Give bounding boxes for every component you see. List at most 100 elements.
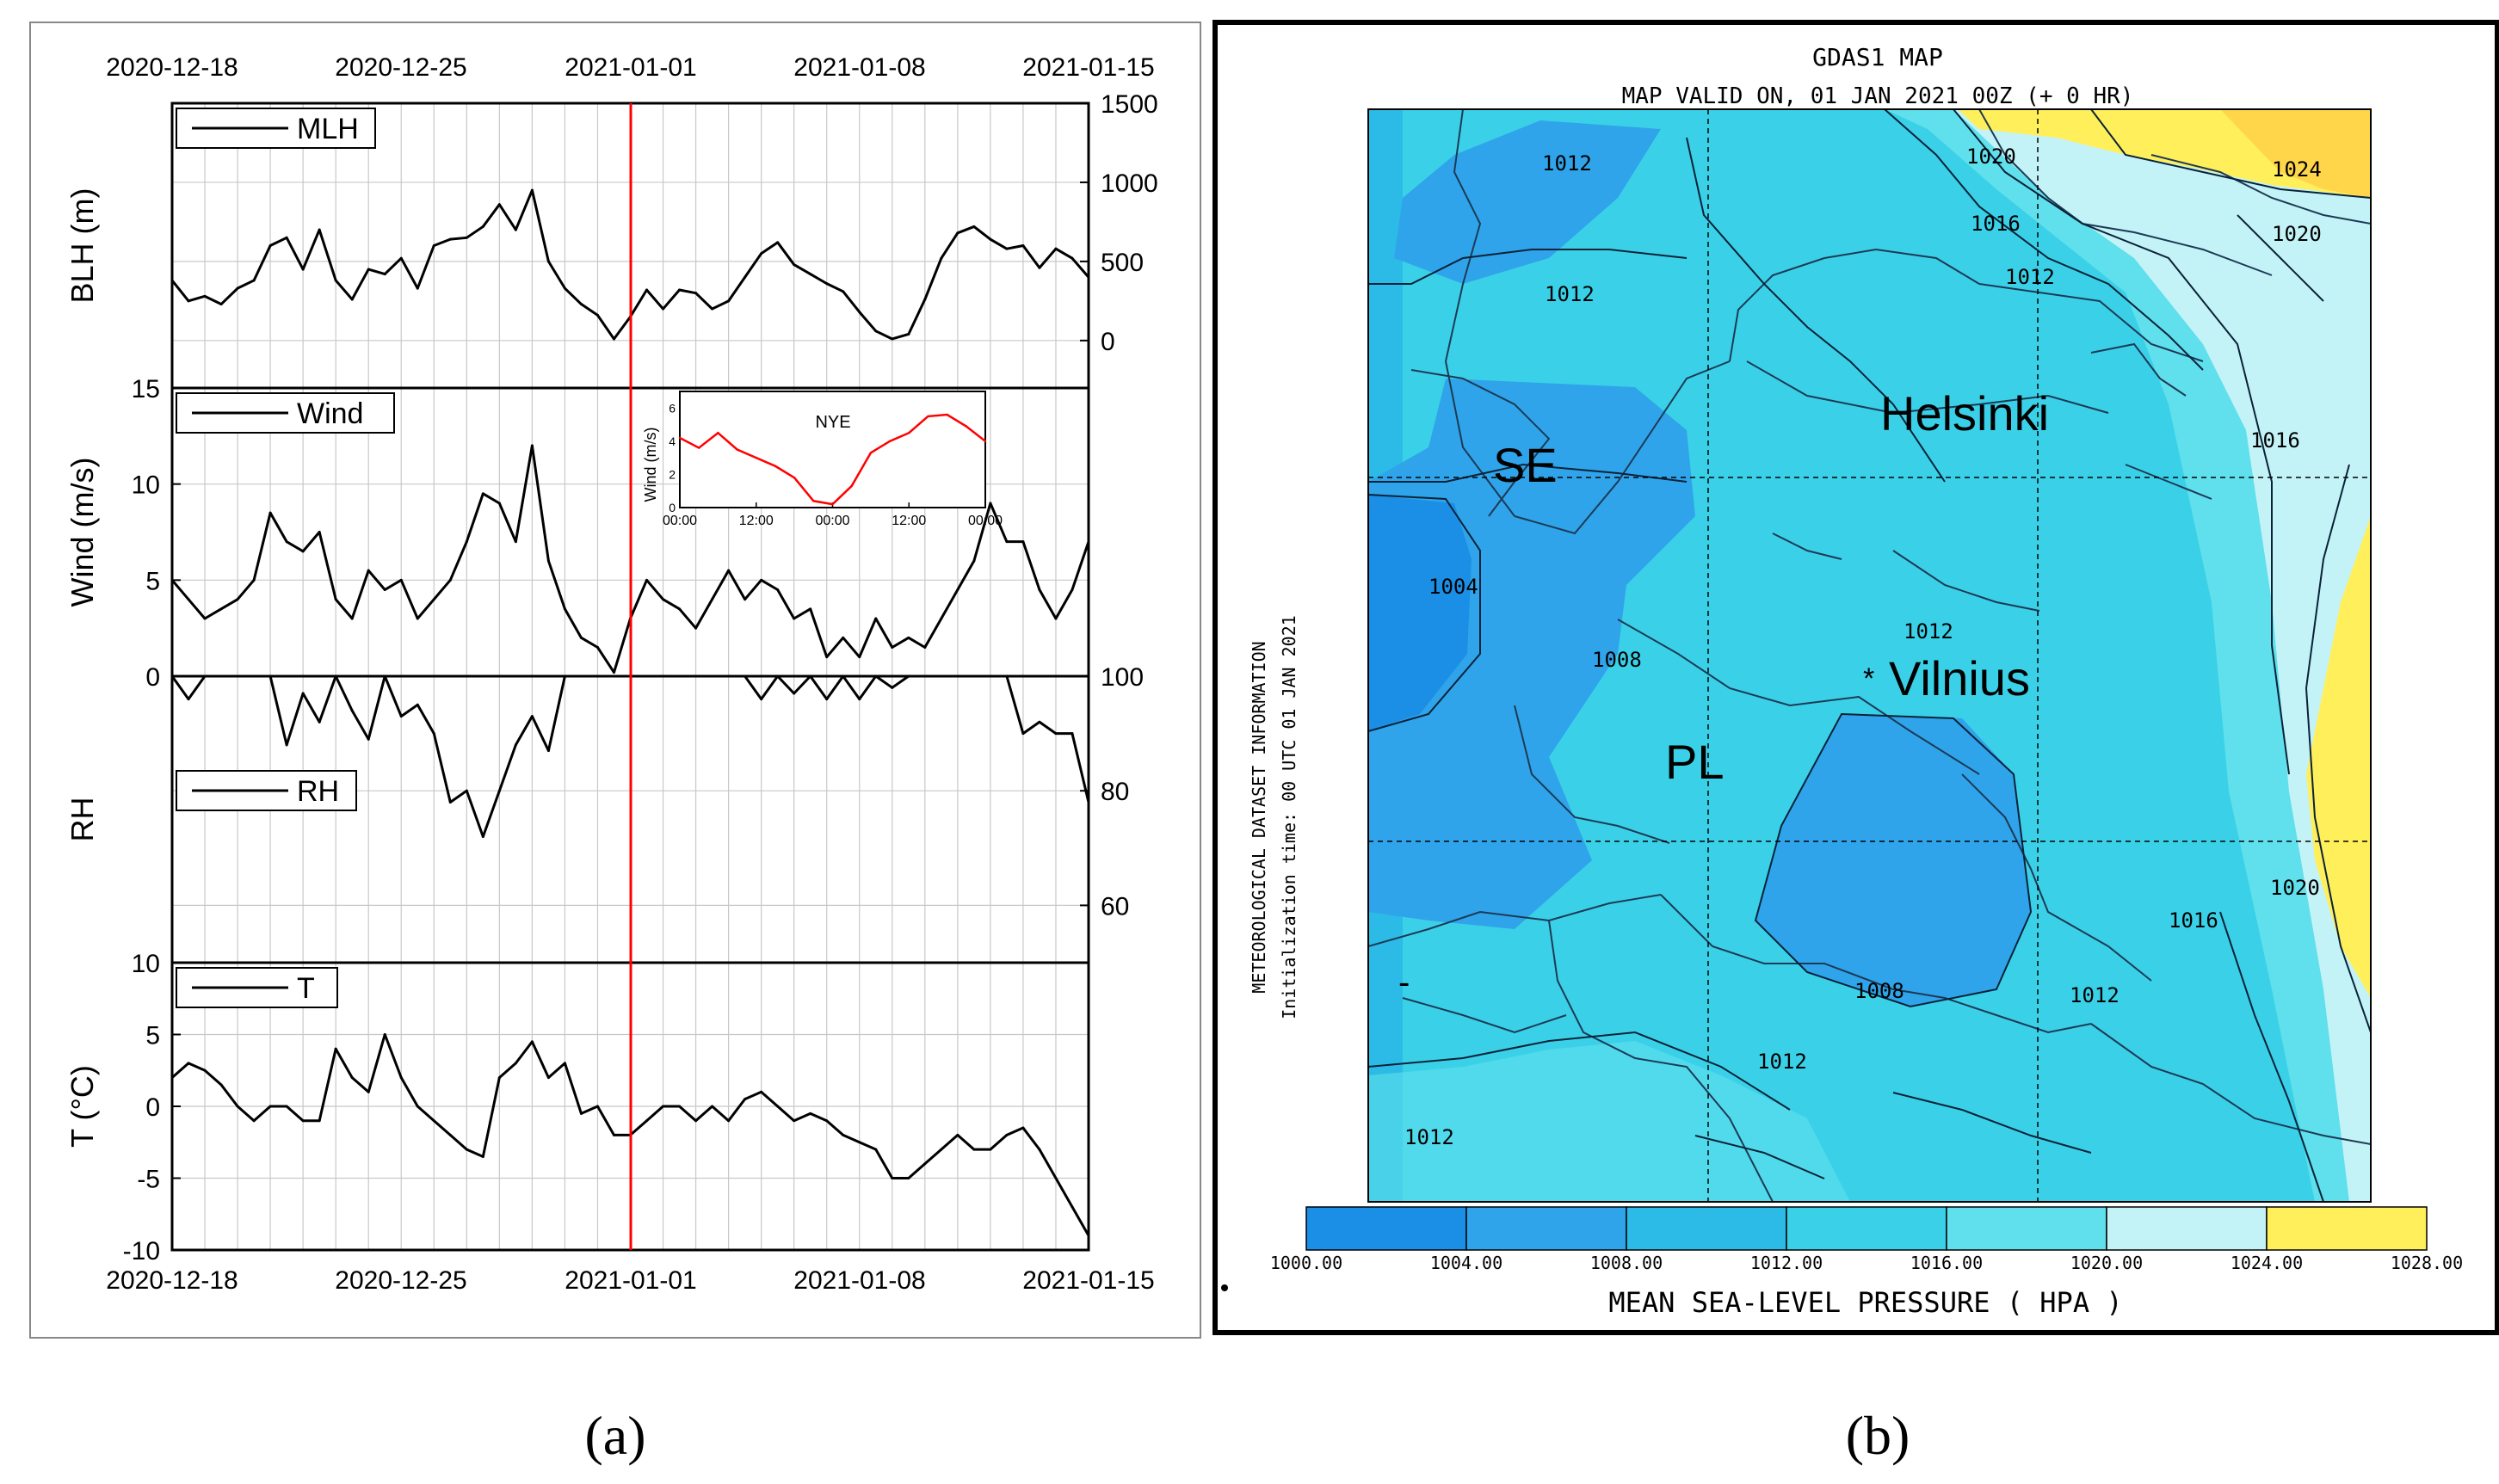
colorbar-swatch bbox=[1465, 1206, 1627, 1251]
bottom-date-label: 2021-01-01 bbox=[565, 1266, 696, 1295]
y-axis-label: T (°C) bbox=[65, 1065, 100, 1148]
isobar-label: 1016 bbox=[1971, 212, 2021, 236]
data-point bbox=[711, 1105, 714, 1108]
data-point bbox=[1038, 1148, 1041, 1151]
data-point bbox=[891, 646, 894, 649]
data-point bbox=[481, 1155, 484, 1158]
inset-frame bbox=[679, 391, 986, 508]
data-point bbox=[744, 598, 747, 601]
data-point bbox=[858, 311, 861, 314]
data-point bbox=[465, 1148, 468, 1151]
data-point bbox=[1054, 732, 1058, 736]
data-point bbox=[1021, 244, 1025, 247]
colorbar-tick: 1020.00 bbox=[2070, 1253, 2143, 1273]
data-point bbox=[956, 674, 959, 678]
isobar-label: 1020 bbox=[2272, 222, 2322, 246]
isobar-label: 1016 bbox=[2250, 428, 2300, 453]
data-point bbox=[367, 1090, 370, 1093]
isobar-label: 1012 bbox=[1542, 151, 1592, 175]
data-point bbox=[711, 674, 714, 678]
y-axis-label: Wind (m/s) bbox=[65, 458, 100, 607]
data-point bbox=[793, 263, 796, 267]
data-point bbox=[399, 578, 403, 582]
y-tick-label: 80 bbox=[1101, 778, 1129, 806]
place-label-pl: PL bbox=[1665, 735, 1725, 789]
data-point bbox=[546, 260, 550, 263]
data-point bbox=[744, 275, 747, 279]
inset-x-tick-label: 00:00 bbox=[968, 514, 1003, 528]
y-tick-label: 10 bbox=[132, 471, 160, 500]
bottom-date-label: 2021-01-15 bbox=[1022, 1266, 1154, 1295]
top-date-label: 2021-01-01 bbox=[565, 53, 696, 82]
data-point bbox=[170, 1076, 174, 1080]
top-date-label: 2021-01-08 bbox=[793, 53, 925, 82]
data-point bbox=[530, 444, 534, 447]
y-tick-label: 5 bbox=[145, 1022, 160, 1050]
data-point bbox=[1087, 275, 1090, 279]
panel-a-frame bbox=[29, 22, 1201, 1339]
data-point bbox=[858, 1141, 861, 1144]
data-point bbox=[203, 294, 207, 298]
y-tick-label: -5 bbox=[137, 1166, 160, 1194]
data-point bbox=[1005, 540, 1009, 544]
data-point bbox=[727, 299, 731, 303]
data-point bbox=[940, 617, 943, 620]
inset-x-tick-label: 00:00 bbox=[815, 514, 849, 528]
isobars bbox=[1368, 109, 2371, 1202]
data-point bbox=[448, 801, 452, 804]
data-point bbox=[497, 789, 501, 792]
data-point bbox=[907, 636, 910, 639]
data-point bbox=[203, 617, 207, 620]
data-point bbox=[530, 715, 534, 718]
data-point bbox=[842, 674, 845, 678]
data-point bbox=[170, 279, 174, 282]
data-point bbox=[187, 1062, 190, 1065]
data-point bbox=[334, 674, 337, 678]
isobar-label: 1016 bbox=[2169, 908, 2218, 933]
data-point bbox=[465, 236, 468, 239]
data-point bbox=[563, 674, 566, 678]
isobar-label: 1004 bbox=[1428, 575, 1478, 599]
data-point bbox=[546, 1076, 550, 1080]
data-point bbox=[432, 732, 435, 736]
isobar-label: 1012 bbox=[2005, 265, 2055, 289]
legend-label: RH bbox=[297, 775, 339, 808]
data-point bbox=[465, 540, 468, 544]
graticule bbox=[1368, 109, 2371, 1202]
band-high-corner bbox=[2220, 109, 2371, 198]
data-point bbox=[497, 502, 501, 505]
band-1004-1008-south bbox=[1755, 714, 2031, 1007]
colorbar-swatch bbox=[2106, 1206, 2268, 1251]
isobar-label: 1024 bbox=[2272, 157, 2322, 182]
bottom-date-label: 2020-12-18 bbox=[106, 1266, 238, 1295]
data-point bbox=[448, 1133, 452, 1136]
data-point bbox=[530, 1040, 534, 1044]
data-point bbox=[776, 241, 780, 244]
isobar-label: 1020 bbox=[1966, 145, 2016, 169]
data-point bbox=[1087, 801, 1090, 804]
data-point bbox=[645, 1119, 649, 1123]
data-point bbox=[662, 598, 665, 601]
data-point bbox=[678, 1105, 682, 1108]
data-point bbox=[579, 674, 583, 678]
data-point bbox=[711, 598, 714, 601]
data-point bbox=[662, 307, 665, 311]
y-axis-label: BLH (m) bbox=[65, 188, 100, 304]
data-point bbox=[497, 1076, 501, 1080]
data-point bbox=[448, 578, 452, 582]
inset-x-tick-label: 12:00 bbox=[892, 514, 926, 528]
colorbar-swatch bbox=[2266, 1206, 2428, 1251]
data-point bbox=[1021, 732, 1025, 736]
isobar-label: 1012 bbox=[1757, 1050, 1807, 1074]
data-point bbox=[940, 674, 943, 678]
data-point bbox=[416, 703, 419, 706]
top-date-label: 2020-12-18 bbox=[106, 53, 238, 82]
data-point bbox=[383, 273, 386, 276]
data-point bbox=[268, 674, 272, 678]
data-point bbox=[301, 268, 305, 271]
data-point bbox=[989, 237, 992, 241]
data-point bbox=[989, 674, 992, 678]
data-point bbox=[530, 188, 534, 192]
place-label-se: SE bbox=[1493, 438, 1558, 492]
data-point bbox=[858, 656, 861, 659]
